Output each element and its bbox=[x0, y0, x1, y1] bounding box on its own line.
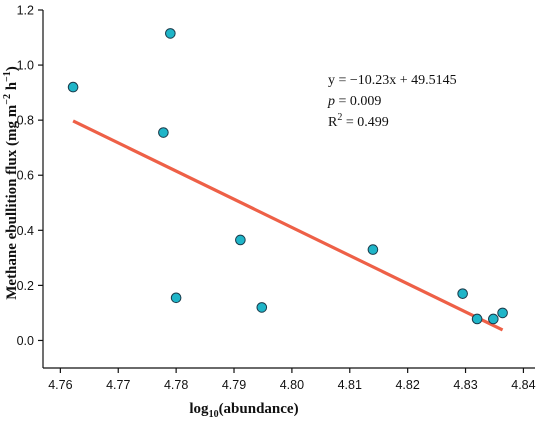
x-axis-title-subscript: 10 bbox=[209, 409, 219, 420]
x-tick-label: 4.82 bbox=[395, 378, 419, 392]
y-axis-title-sup-2: −1 bbox=[2, 71, 13, 82]
y-tick-label: 0.6 bbox=[17, 169, 34, 183]
fit-line bbox=[72, 119, 504, 332]
r-symbol: R bbox=[328, 115, 338, 130]
x-tick-label: 4.84 bbox=[511, 378, 535, 392]
data-point bbox=[471, 313, 483, 325]
y-axis-title-mid: h bbox=[4, 81, 20, 94]
r-squared-value: = 0.499 bbox=[342, 115, 388, 130]
x-tick-label: 4.79 bbox=[222, 378, 246, 392]
x-tick-label: 4.76 bbox=[48, 378, 72, 392]
data-point bbox=[367, 244, 379, 255]
x-tick-label: 4.81 bbox=[338, 378, 362, 392]
data-point bbox=[235, 234, 246, 246]
y-tick-label: 1.0 bbox=[17, 59, 34, 73]
x-tick-label: 4.77 bbox=[106, 378, 130, 392]
data-point bbox=[488, 313, 499, 325]
y-axis-title-main: Methane ebullition flux (mg m bbox=[4, 104, 20, 299]
x-axis: 4.76 4.77 4.78 4.79 4.80 4.81 4.82 4.83 4.84 bbox=[43, 367, 536, 392]
y-tick-label: 0.4 bbox=[17, 224, 34, 238]
x-axis-title-log: log bbox=[189, 401, 209, 417]
y-axis-title-sup-1: −2 bbox=[2, 94, 13, 105]
p-value-label: p = 0.009 bbox=[327, 94, 381, 109]
data-series bbox=[67, 28, 508, 332]
r-squared-label: R2 = 0.499 bbox=[328, 112, 389, 130]
y-axis-title: Methane ebullition flux (mg m−2 h−1) bbox=[2, 66, 20, 300]
p-value: = 0.009 bbox=[335, 94, 381, 109]
y-tick-label: 1.2 bbox=[17, 4, 34, 18]
x-axis-title-text: (abundance) bbox=[219, 401, 299, 417]
data-point bbox=[158, 127, 169, 138]
data-point bbox=[165, 28, 176, 39]
x-tick-label: 4.78 bbox=[164, 378, 188, 392]
y-tick-label: 0.0 bbox=[17, 334, 34, 348]
r-squared-superscript: 2 bbox=[337, 112, 342, 123]
data-point bbox=[457, 288, 468, 299]
x-axis-title: log10(abundance) bbox=[189, 401, 298, 420]
y-axis-title-end: ) bbox=[4, 66, 20, 71]
y-tick-label: 0.2 bbox=[17, 279, 34, 293]
equation-label: y = −10.23x + 49.5145 bbox=[328, 73, 457, 88]
x-tick-label: 4.80 bbox=[280, 378, 304, 392]
p-symbol: p bbox=[327, 94, 335, 109]
data-point bbox=[67, 81, 79, 93]
data-point bbox=[256, 302, 268, 313]
y-axis: 0.0 0.2 0.4 0.6 0.8 1.0 1.2 bbox=[17, 4, 44, 368]
data-point bbox=[497, 307, 508, 319]
y-tick-label: 0.8 bbox=[17, 114, 34, 128]
data-point bbox=[170, 292, 182, 304]
x-tick-label: 4.83 bbox=[453, 378, 477, 392]
